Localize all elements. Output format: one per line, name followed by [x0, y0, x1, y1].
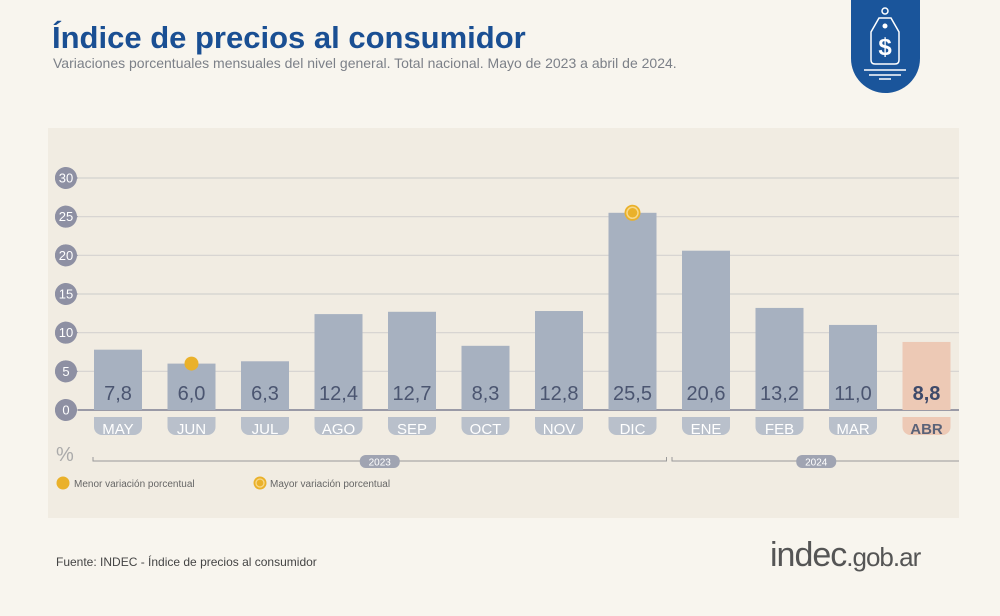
legend-highest-label: Mayor variación porcentual — [270, 479, 390, 490]
bar-oct — [461, 345, 510, 410]
bar-jun — [167, 363, 216, 410]
page-subtitle: Variaciones porcentuales mensuales del n… — [53, 55, 677, 71]
bar-dic — [608, 212, 657, 410]
month-pill — [241, 417, 289, 435]
y-tick-label: 10 — [59, 325, 73, 340]
y-tick-bubble — [55, 399, 77, 421]
month-pill — [608, 417, 657, 435]
month-pill — [535, 417, 583, 435]
bar-feb — [755, 307, 804, 410]
month-label: DIC — [620, 421, 646, 438]
month-pill — [94, 417, 142, 435]
y-tick-bubble — [55, 167, 77, 189]
value-label: 12,8 — [540, 383, 579, 405]
month-pill — [167, 417, 216, 435]
indec-logo: indec.gob.ar — [770, 536, 921, 574]
value-label: 8,8 — [913, 383, 941, 405]
month-label: MAY — [102, 421, 133, 438]
y-axis-unit: % — [56, 444, 74, 466]
year-pill — [359, 455, 400, 468]
y-tick-label: 20 — [59, 248, 73, 263]
price-tag-badge: $ — [851, 0, 920, 93]
month-label: JUN — [177, 421, 206, 438]
page-title: Índice de precios al consumidor — [52, 20, 526, 55]
value-label: 12,4 — [319, 383, 358, 405]
year-label: 2024 — [805, 458, 828, 469]
legend-lowest-icon — [56, 476, 70, 490]
value-label: 11,0 — [834, 383, 871, 405]
svg-text:$: $ — [878, 34, 892, 61]
value-label: 25,5 — [613, 383, 652, 405]
bar-may — [94, 349, 142, 410]
highest-marker-ring — [626, 206, 639, 220]
price-tag-dollar-icon: $ — [864, 7, 906, 80]
bar-nov — [535, 311, 583, 410]
bar-mar — [829, 324, 877, 410]
legend-lowest-label: Menor variación porcentual — [74, 479, 195, 490]
month-label: AGO — [322, 421, 355, 438]
value-label: 6,3 — [251, 383, 279, 405]
value-label: 7,8 — [104, 383, 132, 405]
y-tick-bubble — [55, 244, 77, 267]
month-pill — [902, 417, 951, 435]
value-label: 20,6 — [687, 383, 726, 405]
lowest-marker — [184, 356, 199, 371]
month-label: OCT — [470, 421, 502, 438]
value-label: 8,3 — [472, 383, 500, 405]
y-tick-label: 0 — [62, 403, 69, 418]
month-pill — [314, 417, 363, 435]
chart-panel: 0 5 10 15 20 25 30% 7,8 MAY 6,0 JUN 6,3 JUL 12,4 AGO 12… — [48, 128, 959, 518]
year-pill — [796, 455, 837, 468]
bar-sep — [388, 311, 436, 410]
month-label: JUL — [252, 421, 279, 438]
bar-ene — [682, 250, 730, 410]
value-label: 12,7 — [393, 383, 432, 405]
y-tick-label: 5 — [62, 364, 69, 379]
y-tick-bubble — [55, 321, 77, 344]
value-label: 13,2 — [760, 383, 799, 405]
month-label: SEP — [397, 421, 427, 438]
month-label: MAR — [836, 421, 870, 438]
legend-highest-icon-ring — [255, 478, 265, 488]
month-pill — [829, 417, 877, 435]
y-tick-label: 15 — [59, 287, 73, 302]
month-label: ABR — [910, 421, 943, 438]
y-tick-label: 30 — [59, 171, 73, 186]
y-tick-bubble — [55, 360, 77, 383]
bar-abr — [902, 341, 951, 410]
y-tick-label: 25 — [59, 209, 73, 224]
month-label: FEB — [765, 421, 794, 438]
year-label: 2023 — [369, 458, 392, 469]
y-tick-bubble — [55, 205, 77, 228]
month-pill — [682, 417, 730, 435]
month-label: NOV — [543, 421, 576, 438]
bar-ago — [314, 314, 363, 410]
value-label: 6,0 — [178, 383, 206, 405]
month-label: ENE — [691, 421, 722, 438]
month-pill — [755, 417, 804, 435]
month-pill — [461, 417, 510, 435]
month-pill — [388, 417, 436, 435]
source-note: Fuente: INDEC - Índice de precios al con… — [56, 555, 317, 569]
bar-chart: 0 5 10 15 20 25 30% 7,8 MAY 6,0 JUN 6,3 JUL 12,4 AGO 12… — [54, 167, 959, 490]
bar-jul — [241, 361, 289, 410]
y-tick-bubble — [55, 283, 77, 305]
